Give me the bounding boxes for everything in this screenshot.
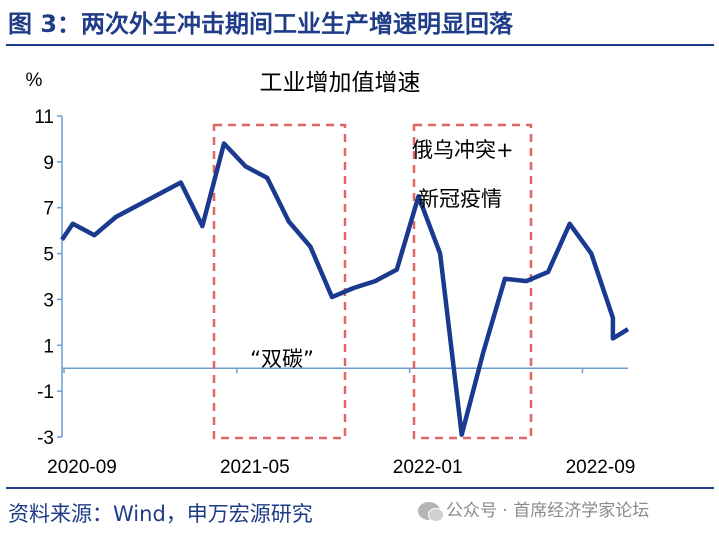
y-tick-label: -1 — [37, 382, 54, 403]
y-axis-unit: % — [26, 70, 43, 91]
highlight-box-1 — [212, 123, 347, 440]
title-divider — [6, 44, 714, 46]
x-tick-label: 2021-05 — [220, 457, 290, 478]
source-note: 资料来源：Wind，申万宏源研究 — [8, 502, 313, 526]
x-tick-label: 2022-09 — [566, 457, 636, 478]
y-tick-label: -3 — [37, 428, 54, 449]
watermark-text: 公众号 · 首席经济学家论坛 — [446, 501, 650, 521]
x-tick-label: 2020-09 — [47, 457, 117, 478]
y-tick-label: 3 — [43, 290, 54, 311]
y-tick-label: 11 — [34, 107, 54, 128]
wechat-icon — [418, 502, 444, 522]
figure-title: 图 3：两次外生冲击期间工业生产增速明显回落 — [8, 10, 514, 38]
y-tick-label: 5 — [43, 245, 54, 266]
annotation-dual-carbon: “双碳” — [250, 347, 314, 371]
watermark: 公众号 · 首席经济学家论坛 — [418, 496, 649, 526]
y-tick-label: 1 — [43, 336, 54, 357]
y-tick-label: 9 — [43, 153, 54, 174]
y-tick-label: 7 — [43, 199, 54, 220]
x-tick-label: 2022-01 — [393, 457, 463, 478]
chart-title: 工业增加值增速 — [260, 70, 421, 96]
annotation-conflict-line1: 俄乌冲突+ — [412, 138, 514, 162]
chart-series — [60, 141, 630, 437]
source-divider — [6, 487, 714, 489]
chart-axes: 11 9 7 5 3 1 -1 -3 2020-09 2021-05 2022-01 2022-09 — [34, 107, 635, 478]
annotation-conflict-line2: 新冠疫情 — [418, 187, 502, 211]
chart-labels: 工业增加值增速% “双碳” 俄乌冲突+ 新冠疫情 — [26, 70, 514, 371]
